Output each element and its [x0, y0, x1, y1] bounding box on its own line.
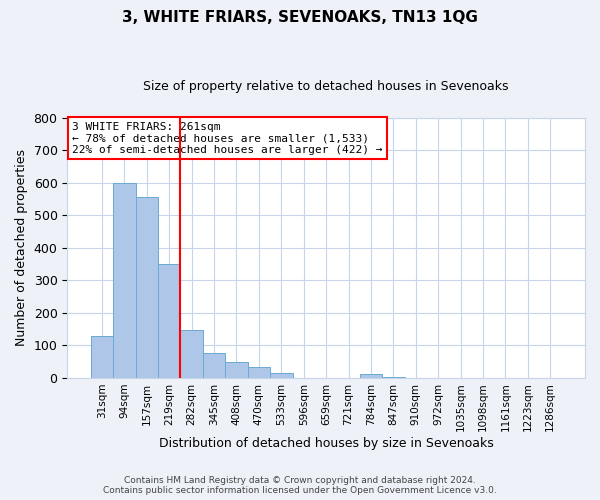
Bar: [382, 376, 404, 378]
Bar: [270, 373, 293, 378]
Bar: [360, 374, 382, 378]
Text: Contains HM Land Registry data © Crown copyright and database right 2024.
Contai: Contains HM Land Registry data © Crown c…: [103, 476, 497, 495]
Bar: [225, 362, 248, 378]
Text: 3, WHITE FRIARS, SEVENOAKS, TN13 1QG: 3, WHITE FRIARS, SEVENOAKS, TN13 1QG: [122, 10, 478, 25]
Bar: [113, 183, 136, 378]
Bar: [203, 354, 225, 378]
Text: 3 WHITE FRIARS: 261sqm
← 78% of detached houses are smaller (1,533)
22% of semi-: 3 WHITE FRIARS: 261sqm ← 78% of detached…: [73, 122, 383, 155]
Y-axis label: Number of detached properties: Number of detached properties: [15, 150, 28, 346]
Bar: [181, 330, 203, 378]
Bar: [158, 264, 181, 378]
Bar: [136, 198, 158, 378]
X-axis label: Distribution of detached houses by size in Sevenoaks: Distribution of detached houses by size …: [159, 437, 494, 450]
Bar: [91, 336, 113, 378]
Bar: [248, 368, 270, 378]
Title: Size of property relative to detached houses in Sevenoaks: Size of property relative to detached ho…: [143, 80, 509, 93]
